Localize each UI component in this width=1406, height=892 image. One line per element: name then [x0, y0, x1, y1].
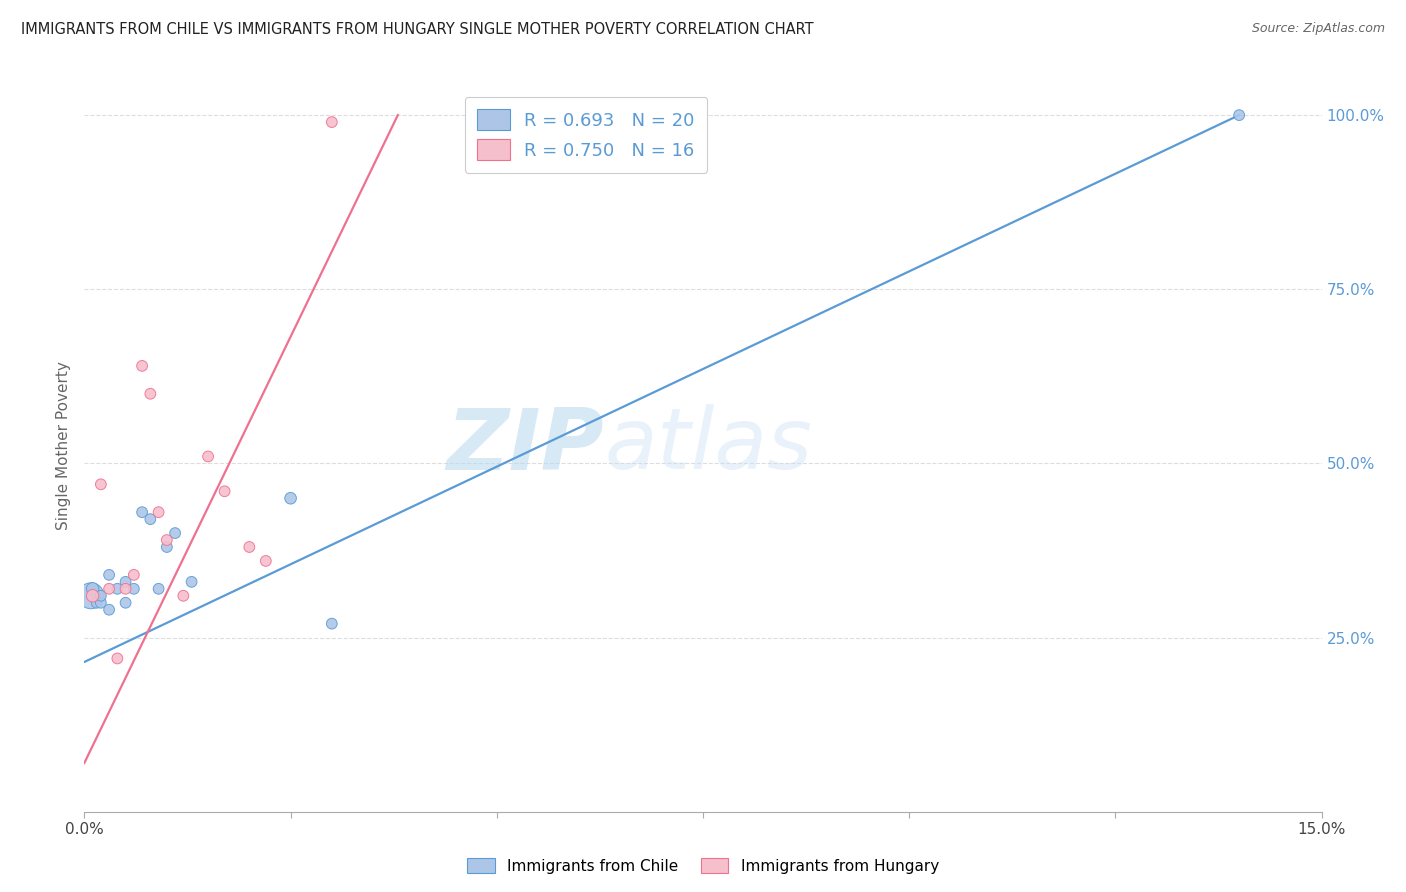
Point [156, 540, 179, 554]
Text: ZIP: ZIP [446, 404, 605, 488]
Point [114, 582, 136, 596]
Point [156, 533, 179, 547]
Point [131, 359, 153, 373]
Point [172, 589, 194, 603]
Point [139, 386, 162, 401]
Point [238, 540, 260, 554]
Point [165, 526, 187, 541]
Point [122, 582, 145, 596]
Point [114, 574, 136, 589]
Point [214, 484, 236, 499]
Legend: R = 0.693   N = 20, R = 0.750   N = 16: R = 0.693 N = 20, R = 0.750 N = 16 [464, 96, 707, 173]
Point [197, 450, 219, 464]
Point [321, 115, 343, 129]
Point [98, 567, 121, 582]
Point [90, 596, 112, 610]
Point [321, 616, 343, 631]
Point [180, 574, 202, 589]
Point [105, 651, 128, 665]
Y-axis label: Single Mother Poverty: Single Mother Poverty [56, 361, 72, 531]
Point [82, 582, 104, 596]
Point [98, 582, 121, 596]
Point [90, 589, 112, 603]
Point [80, 589, 103, 603]
Point [280, 491, 302, 506]
Point [105, 582, 128, 596]
Point [82, 589, 104, 603]
Point [139, 512, 162, 526]
Point [1227, 108, 1250, 122]
Point [254, 554, 277, 568]
Point [98, 603, 121, 617]
Point [148, 505, 170, 519]
Text: Source: ZipAtlas.com: Source: ZipAtlas.com [1251, 22, 1385, 36]
Legend: Immigrants from Chile, Immigrants from Hungary: Immigrants from Chile, Immigrants from H… [461, 852, 945, 880]
Point [114, 596, 136, 610]
Point [90, 477, 112, 491]
Text: atlas: atlas [605, 404, 813, 488]
Text: IMMIGRANTS FROM CHILE VS IMMIGRANTS FROM HUNGARY SINGLE MOTHER POVERTY CORRELATI: IMMIGRANTS FROM CHILE VS IMMIGRANTS FROM… [21, 22, 814, 37]
Point [148, 582, 170, 596]
Point [122, 567, 145, 582]
Point [131, 505, 153, 519]
Point [86, 596, 108, 610]
